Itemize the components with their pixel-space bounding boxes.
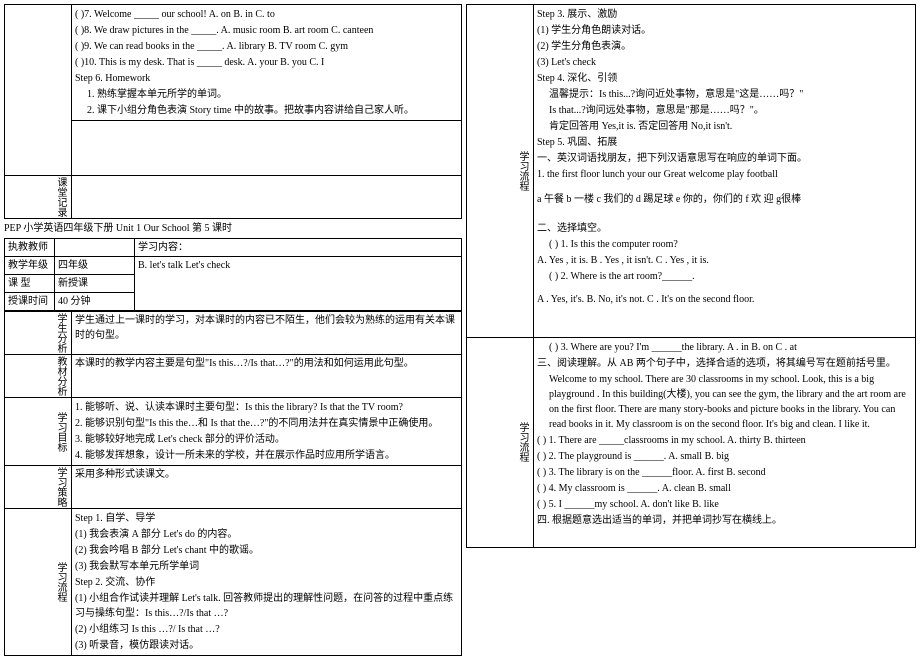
meta-type-label: 课 型	[5, 275, 55, 293]
s5: Step 5. 巩固、拓展	[537, 135, 912, 150]
record-cell	[72, 176, 462, 219]
lesson-title: PEP 小学英语四年级下册 Unit 1 Our School 第 5 课时	[4, 219, 462, 238]
meta-type: 新授课	[55, 275, 135, 293]
meta-time-label: 授课时间	[5, 293, 55, 311]
ex3-p: Welcome to my school. There are 30 class…	[537, 372, 912, 432]
mb-label: 学习目标	[5, 398, 72, 466]
lc-label-r1: 学习流程	[467, 5, 534, 338]
ex1-opts: a 午餐 b 一楼 c 我们的 d 踢足球 e 你的，你们的 f 欢 迎 g很棒	[537, 192, 912, 207]
ex1-title: 一、英汉词语找朋友，把下列汉语意思写在响应的单词下面。	[537, 151, 912, 166]
empty-cell	[72, 121, 462, 176]
meta-teacher	[55, 239, 135, 257]
blank-cell	[5, 5, 72, 176]
right-upper-cell: Step 3. 展示、激励 (1) 学生分角色朗读对话。 (2) 学生分角色表演…	[534, 5, 916, 338]
q9: ( )9. We can read books in the _____. A.…	[75, 39, 458, 54]
ex3-q5: ( ) 5. I ______my school. A. don't like …	[537, 497, 912, 512]
upper-left-table: ( )7. Welcome _____ our school! A. on B.…	[4, 4, 462, 219]
s4a: 温馨提示：Is this...?询问近处事物，意思是"这是……吗？"	[537, 87, 912, 102]
s4: Step 4. 深化、引领	[537, 71, 912, 86]
hw2: 2. 课下小组分角色表演 Story time 中的故事。把故事内容讲给自己家人…	[75, 103, 458, 118]
mb-cell: 1. 能够听、说、认读本课时主要句型：Is this the library? …	[72, 398, 462, 466]
s1: Step 1. 自学、导学	[75, 511, 458, 526]
right-table: 学习流程 Step 3. 展示、激励 (1) 学生分角色朗读对话。 (2) 学生…	[466, 4, 916, 548]
xs-text: 学生通过上一课时的学习，对本课时的内容已不陌生，他们会较为熟练的运用有关本课时的…	[72, 312, 462, 355]
s1b: (2) 我会吟唱 B 部分 Let's chant 中的歌谣。	[75, 543, 458, 558]
cl-label: 学习策略	[5, 466, 72, 509]
ex2-q3a: ( ) 3. Where are you? I'm ______the libr…	[537, 340, 912, 355]
s3c: (3) Let's check	[537, 55, 912, 70]
q10: ( )10. This is my desk. That is _____ de…	[75, 55, 458, 70]
ex3-q4: ( ) 4. My classroom is ______. A. clean …	[537, 481, 912, 496]
ex1-words: 1. the first floor lunch your our Great …	[537, 167, 912, 182]
meta-time: 40 分钟	[55, 293, 135, 311]
s3a: (1) 学生分角色朗读对话。	[537, 23, 912, 38]
ex2-title: 二、选择填空。	[537, 221, 912, 236]
s4b: Is that...?询问远处事物，意思是"那是……吗？"。	[537, 103, 912, 118]
s2b: (2) 小组练习 Is this …?/ Is that …?	[75, 622, 458, 637]
lc-label: 学习流程	[5, 509, 72, 656]
jc-label: 教材分析	[5, 355, 72, 398]
lower-left-table: 学生分析 学生通过上一课时的学习，对本课时的内容已不陌生，他们会较为熟练的运用有…	[4, 311, 462, 656]
cl-text: 采用多种形式读课文。	[72, 466, 462, 509]
ex2-q2a: ( ) 2. Where is the art room?______.	[537, 269, 912, 284]
meta-teacher-label: 执教教师	[5, 239, 55, 257]
ex2-q1b: A. Yes , it is. B . Yes , it isn't. C . …	[537, 253, 912, 268]
meta-content-label: 学习内容：	[135, 239, 462, 257]
xs-label: 学生分析	[5, 312, 72, 355]
s3: Step 3. 展示、激励	[537, 7, 912, 22]
s3b: (2) 学生分角色表演。	[537, 39, 912, 54]
ex2-q1a: ( ) 1. Is this the computer room?	[537, 237, 912, 252]
s2: Step 2. 交流、协作	[75, 575, 458, 590]
q7: ( )7. Welcome _____ our school! A. on B.…	[75, 7, 458, 22]
ex3-title: 三、阅读理解。从 AB 两个句子中，选择合适的选项，将其编号写在题前括号里。	[537, 356, 912, 371]
right-lower-cell: ( ) 3. Where are you? I'm ______the libr…	[534, 337, 916, 547]
s2c: (3) 听录音，模仿跟读对话。	[75, 638, 458, 653]
mb2: 2. 能够识别句型"Is this the…和 Is that the…?"的不…	[75, 416, 458, 431]
ex4-title: 四. 根据题意选出适当的单词，并把单词抄写在横线上。	[537, 513, 912, 528]
mb4: 4. 能够发挥想象，设计一所未来的学校，并在展示作品时应用所学语言。	[75, 448, 458, 463]
lc-cell: Step 1. 自学、导学 (1) 我会表演 A 部分 Let's do 的内容…	[72, 509, 462, 656]
hw1: 1. 熟练掌握本单元所学的单词。	[75, 87, 458, 102]
lc-label-r2: 学习流程	[467, 337, 534, 547]
mb3: 3. 能够较好地完成 Let's check 部分的评价活动。	[75, 432, 458, 447]
meta-content: B. let's talk Let's check	[135, 257, 462, 311]
ex3-q1: ( ) 1. There are _____classrooms in my s…	[537, 433, 912, 448]
jc-text: 本课时的教学内容主要是句型"Is this…?/Is that…?"的用法和如何…	[72, 355, 462, 398]
s1a: (1) 我会表演 A 部分 Let's do 的内容。	[75, 527, 458, 542]
q8: ( )8. We draw pictures in the _____. A. …	[75, 23, 458, 38]
ex2-q2b: A . Yes, it's. B. No, it's not. C . It's…	[537, 292, 912, 307]
s1c: (3) 我会默写本单元所学单词	[75, 559, 458, 574]
meta-grade-label: 教学年级	[5, 257, 55, 275]
mb1: 1. 能够听、说、认读本课时主要句型：Is this the library? …	[75, 400, 458, 415]
meta-grade: 四年级	[55, 257, 135, 275]
step6: Step 6. Homework	[75, 71, 458, 86]
record-label: 课堂记录	[5, 176, 72, 219]
s2a: (1) 小组合作试读并理解 Let's talk. 回答教师提出的理解性问题，在…	[75, 591, 458, 621]
ex3-q2: ( ) 2. The playground is ______. A. smal…	[537, 449, 912, 464]
content-cell: ( )7. Welcome _____ our school! A. on B.…	[72, 5, 462, 121]
s4c: 肯定回答用 Yes,it is. 否定回答用 No,it isn't.	[537, 119, 912, 134]
meta-table: 执教教师 学习内容： 教学年级 四年级 B. let's talk Let's …	[4, 238, 462, 311]
ex3-q3: ( ) 3. The library is on the ______floor…	[537, 465, 912, 480]
